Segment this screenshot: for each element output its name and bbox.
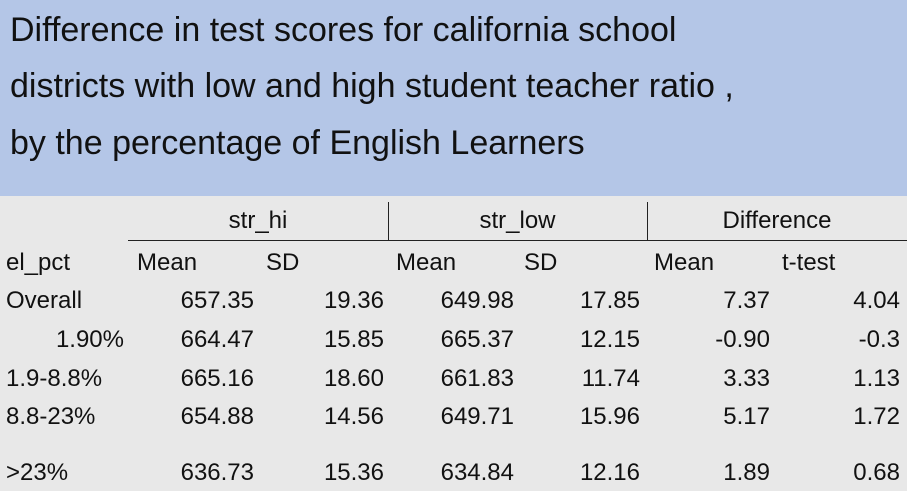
col-header-low-sd: SD — [524, 249, 558, 276]
col-header-el-pct: el_pct — [6, 249, 71, 276]
title-banner: Difference in test scores for california… — [0, 0, 907, 196]
row-label: 8.8-23% — [6, 403, 96, 430]
group-divider-1 — [388, 202, 389, 240]
col-header-low-mean: Mean — [396, 249, 457, 276]
cell-ttest: 1.72 — [853, 403, 900, 430]
cell-hi-mean: 665.16 — [180, 365, 254, 392]
group-header-difference: Difference — [722, 207, 832, 234]
row-label: Overall — [6, 287, 83, 314]
col-header-diff-mean: Mean — [654, 249, 715, 276]
row-label: 1.9-8.8% — [6, 365, 103, 392]
cell-low-mean: 649.71 — [440, 403, 514, 430]
cell-diff-mean: -0.90 — [715, 326, 770, 353]
cell-low-sd: 15.96 — [579, 403, 640, 430]
group-header-str-low: str_low — [479, 207, 556, 234]
cell-diff-mean: 5.17 — [723, 403, 770, 430]
cell-hi-mean: 636.73 — [180, 459, 254, 486]
group-header-underline — [128, 240, 907, 241]
cell-hi-sd: 18.60 — [323, 365, 384, 392]
cell-diff-mean: 1.89 — [723, 459, 770, 486]
cell-hi-mean: 664.47 — [180, 326, 254, 353]
cell-low-mean: 665.37 — [440, 326, 514, 353]
title-line-1: Difference in test scores for california… — [10, 11, 677, 49]
group-divider-2 — [647, 202, 648, 240]
title-line-3: by the percentage of English Learners — [10, 124, 585, 162]
cell-low-mean: 649.98 — [440, 287, 514, 314]
cell-ttest: -0.3 — [858, 326, 900, 353]
col-header-hi-mean: Mean — [137, 249, 198, 276]
cell-diff-mean: 7.37 — [723, 287, 770, 314]
cell-hi-sd: 19.36 — [323, 287, 384, 314]
cell-hi-sd: 15.85 — [323, 326, 384, 353]
cell-low-sd: 12.15 — [579, 326, 640, 353]
cell-low-sd: 11.74 — [581, 365, 640, 392]
col-header-hi-sd: SD — [266, 249, 300, 276]
cell-hi-sd: 15.36 — [323, 459, 384, 486]
cell-ttest: 1.13 — [853, 365, 900, 392]
cell-ttest: 4.04 — [853, 287, 900, 314]
cell-hi-mean: 657.35 — [180, 287, 254, 314]
cell-low-mean: 634.84 — [440, 459, 514, 486]
cell-ttest: 0.68 — [853, 459, 900, 486]
title-line-2: districts with low and high student teac… — [10, 67, 734, 105]
row-label: >23% — [6, 459, 69, 486]
cell-low-mean: 661.83 — [440, 365, 514, 392]
row-label: 1.90% — [55, 326, 124, 353]
cell-low-sd: 17.85 — [579, 287, 640, 314]
cell-hi-mean: 654.88 — [180, 403, 254, 430]
group-header-str-hi: str_hi — [228, 207, 288, 234]
cell-low-sd: 12.16 — [579, 459, 640, 486]
col-header-ttest: t-test — [782, 249, 836, 276]
cell-diff-mean: 3.33 — [723, 365, 770, 392]
cell-hi-sd: 14.56 — [323, 403, 384, 430]
